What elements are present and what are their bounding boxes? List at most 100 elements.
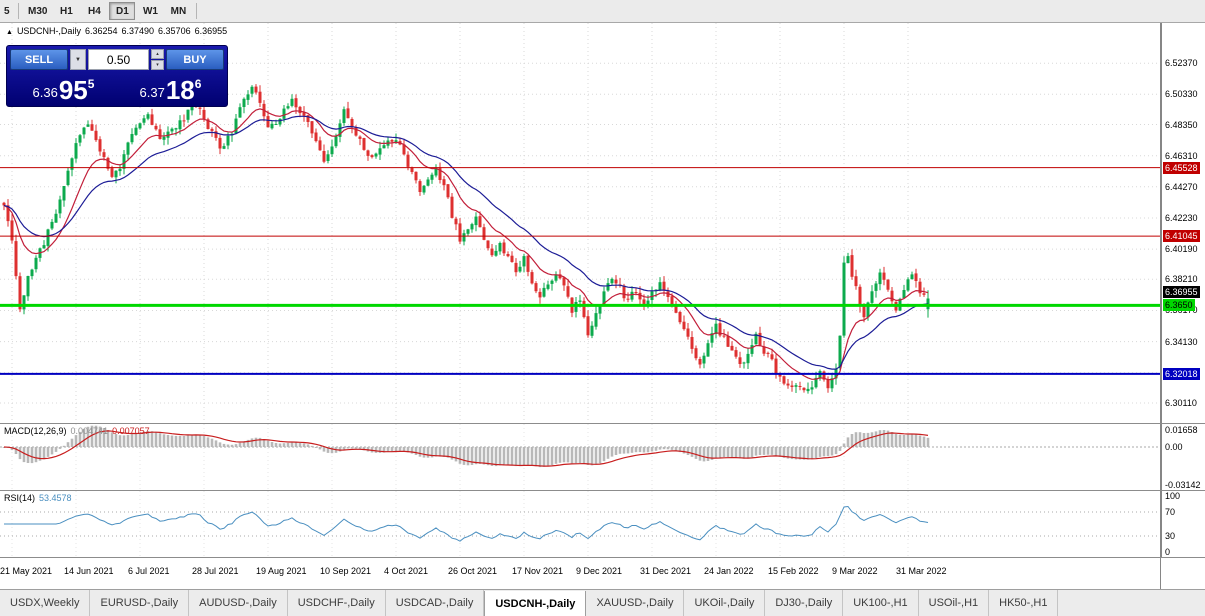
timeframe-button-5[interactable]: 5 <box>4 5 10 17</box>
macd-panel: MACD(12,26,9) 0.004741 0.007057 0.01658 0.0… <box>0 424 1205 490</box>
timeframe-button-h4[interactable]: H4 <box>88 5 101 17</box>
timeframe-button-m30[interactable]: M30 <box>28 5 48 17</box>
timeframe-button-d1[interactable]: D1 <box>109 2 136 20</box>
bid-price-label: 6.36955 <box>1163 286 1200 299</box>
chart-tab-eurusd-daily[interactable]: EURUSD-,Daily <box>90 590 190 616</box>
date-tick-label: 4 Oct 2021 <box>384 566 429 576</box>
volume-decrease-button[interactable]: ▾ <box>151 60 164 70</box>
rsi-tick-label: 0 <box>1165 547 1171 557</box>
ohlc-close-value: 6.36955 <box>194 26 228 36</box>
buy-price-prefix: 6.37 <box>139 85 165 100</box>
sell-price-display[interactable]: 6.36 95 5 <box>10 71 117 103</box>
chart-tab-usdcnh-daily[interactable]: USDCNH-,Daily <box>484 591 587 616</box>
chart-tab-ukoil-daily[interactable]: UKOil-,Daily <box>684 590 766 616</box>
date-tick-label: 31 Mar 2022 <box>896 566 947 576</box>
chart-tab-hk50-h1[interactable]: HK50-,H1 <box>989 590 1059 616</box>
price-tick-label: 6.44270 <box>1165 181 1198 192</box>
price-tick-label: 6.40190 <box>1165 244 1198 255</box>
sell-price-pip: 5 <box>87 77 95 91</box>
chart-tab-usoil-h1[interactable]: USOil-,H1 <box>919 590 990 616</box>
main-chart-canvas[interactable] <box>0 23 1161 423</box>
date-tick-label: 26 Oct 2021 <box>448 566 498 576</box>
chart-tab-uk100-h1[interactable]: UK100-,H1 <box>843 590 919 616</box>
macd-tick-label: 0.00 <box>1165 442 1183 453</box>
date-axis-splitter <box>0 557 1205 558</box>
date-tick-label: 6 Jul 2021 <box>128 566 170 576</box>
date-tick-label: 10 Sep 2021 <box>320 566 372 576</box>
candles <box>2 84 930 395</box>
rsi-panel: RSI(14) 53.4578 100 70 30 0 <box>0 491 1205 557</box>
toolbar-separator <box>196 3 198 19</box>
price-axis: 6.52370 6.50330 6.48350 6.46310 6.44270 6.422… <box>1161 23 1205 423</box>
sell-button[interactable]: SELL <box>10 49 68 70</box>
rsi-panel-splitter[interactable] <box>0 490 1205 491</box>
chart-tab-xauusd-daily[interactable]: XAUUSD-,Daily <box>586 590 685 616</box>
price-tick-label: 6.30110 <box>1165 398 1197 408</box>
timeframe-button-w1[interactable]: W1 <box>142 5 158 17</box>
rsi-name: RSI(14) <box>4 493 36 503</box>
chart-symbol-label: USDCNH-,Daily <box>16 26 81 36</box>
buy-price-pip: 6 <box>194 77 202 91</box>
timeframe-button-h1[interactable]: H1 <box>60 5 73 17</box>
price-tick-label: 6.46310 <box>1165 150 1198 161</box>
macd-tick-label: 0.01658 <box>1165 425 1198 435</box>
date-tick-label: 9 Mar 2022 <box>832 566 878 576</box>
macd-name: MACD(12,26,9) <box>4 426 67 436</box>
price-level-label[interactable]: 6.45528 <box>1163 161 1200 174</box>
chart-marker-icon: ▲ <box>6 29 13 36</box>
macd-histogram <box>2 425 930 468</box>
dropdown-icon: ▼ <box>75 56 81 63</box>
chart-ohlc-header: ▲ USDCNH-,Daily 6.36254 6.37490 6.35706 6.369… <box>6 26 231 36</box>
chart-tab-dj30-daily[interactable]: DJ30-,Daily <box>765 590 844 616</box>
date-tick-label: 28 Jul 2021 <box>192 566 239 576</box>
chart-tab-usdx-weekly[interactable]: USDX,Weekly <box>0 590 91 616</box>
chart-window: ▲ USDCNH-,Daily 6.36254 6.37490 6.35706 6.369… <box>0 23 1205 616</box>
price-tick-label: 6.42230 <box>1165 212 1198 223</box>
rsi-canvas[interactable] <box>0 491 1161 557</box>
chart-tab-usdcad-daily[interactable]: USDCAD-,Daily <box>386 590 485 616</box>
chart-tabs-bar: USDX,Weekly EURUSD-,Daily AUDUSD-,Daily USD… <box>0 589 1205 616</box>
price-tick-label: 6.50330 <box>1165 89 1198 100</box>
toolbar-separator <box>18 3 19 19</box>
rsi-tick-label: 70 <box>1165 507 1176 517</box>
date-tick-label: 9 Dec 2021 <box>576 566 623 576</box>
date-tick-label: 14 Jun 2021 <box>64 566 114 576</box>
rsi-label: RSI(14) 53.4578 <box>4 493 76 503</box>
price-level-label[interactable]: 6.32018 <box>1163 367 1200 380</box>
timeframe-toolbar: 5 M30 H1 H4 D1 W1 MN <box>0 0 1205 23</box>
volume-input[interactable] <box>88 49 149 70</box>
volume-increase-button[interactable]: ▴ <box>151 49 164 59</box>
timeframe-button-mn[interactable]: MN <box>170 5 187 17</box>
volume-dropdown-button[interactable]: ▼ <box>70 49 86 70</box>
price-tick-label: 6.52370 <box>1165 58 1198 69</box>
moving-average-26 <box>3 115 929 370</box>
chart-tab-audusd-daily[interactable]: AUDUSD-,Daily <box>189 590 288 616</box>
macd-signal-line <box>3 430 929 467</box>
macd-signal-value: 0.007057 <box>112 426 150 436</box>
price-tick-label: 6.48350 <box>1165 119 1198 130</box>
ohlc-open-value: 6.36254 <box>84 26 118 36</box>
moving-average-12 <box>3 108 929 381</box>
date-tick-label: 15 Feb 2022 <box>768 566 819 576</box>
sell-price-big-digits: 95 <box>58 75 88 105</box>
rsi-value: 53.4578 <box>39 493 72 503</box>
rsi-tick-label: 100 <box>1165 491 1181 501</box>
macd-panel-splitter[interactable] <box>0 423 1205 424</box>
axis-separator-line <box>1160 23 1161 589</box>
price-level-label[interactable]: 6.3650 <box>1163 299 1195 312</box>
date-tick-label: 31 Dec 2021 <box>640 566 692 576</box>
ohlc-low-value: 6.35706 <box>158 26 191 36</box>
price-tick-label: 6.38210 <box>1165 274 1198 285</box>
price-level-label[interactable]: 6.41045 <box>1163 230 1200 243</box>
rsi-axis: 100 70 30 0 <box>1161 491 1205 557</box>
buy-price-display[interactable]: 6.37 18 6 <box>117 71 224 103</box>
chart-tab-usdchf-daily[interactable]: USDCHF-,Daily <box>288 590 386 616</box>
rsi-tick-label: 30 <box>1165 531 1176 541</box>
volume-spinner: ▴ ▾ <box>151 49 164 70</box>
macd-axis: 0.01658 0.00 -0.03142 <box>1161 424 1205 490</box>
macd-canvas[interactable] <box>0 424 1161 490</box>
date-tick-label: 24 Jan 2022 <box>704 566 754 576</box>
buy-button[interactable]: BUY <box>166 49 224 70</box>
date-tick-label: 17 Nov 2021 <box>512 566 564 576</box>
